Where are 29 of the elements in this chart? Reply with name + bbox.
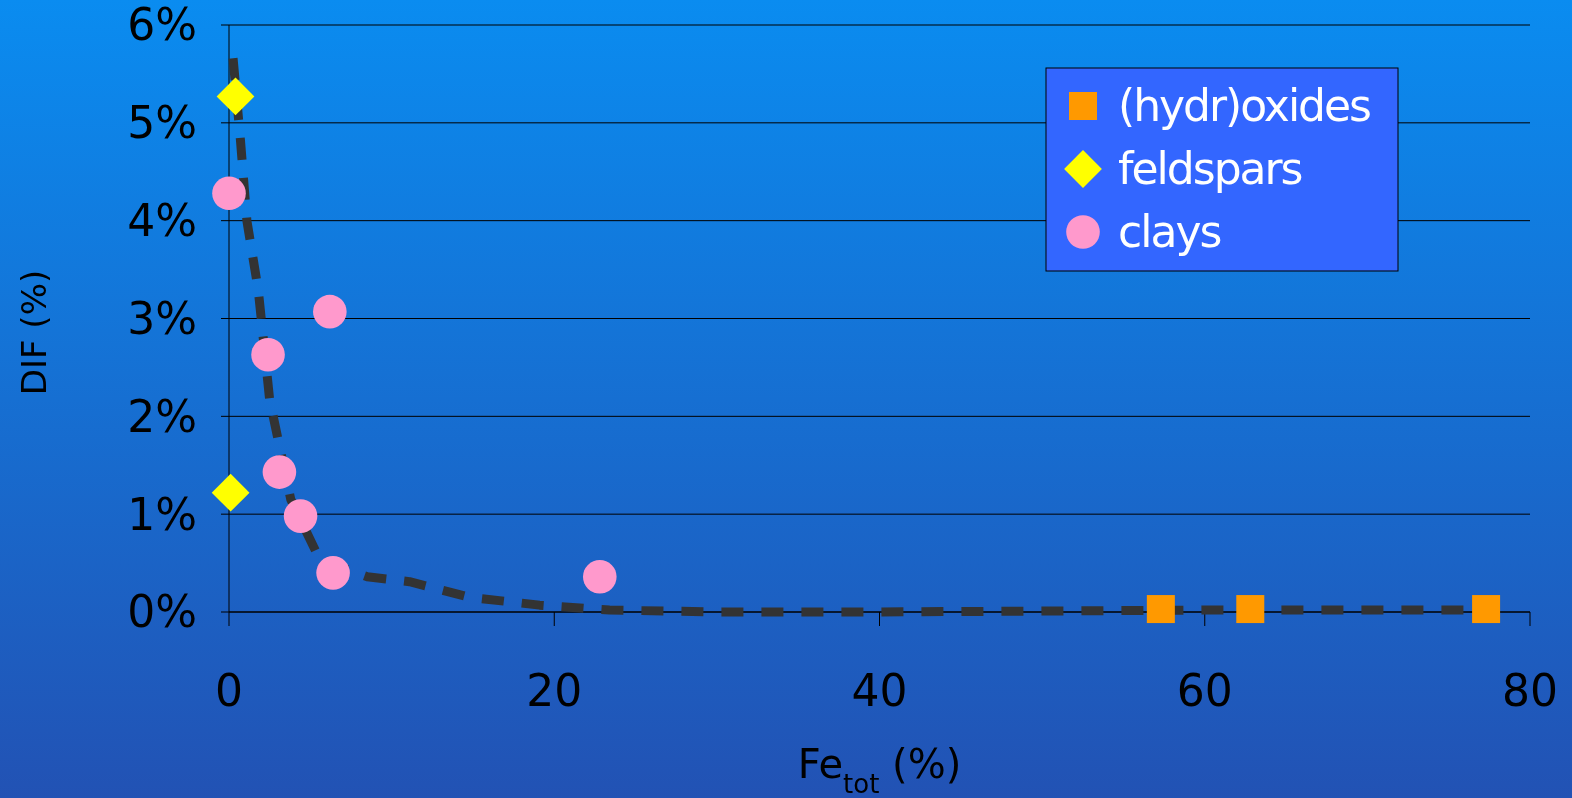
y-axis-title: DIF (%) bbox=[14, 269, 54, 396]
point bbox=[313, 294, 347, 329]
y-tick-label: 5% bbox=[127, 97, 197, 149]
point bbox=[1236, 595, 1265, 624]
point bbox=[262, 455, 297, 489]
point bbox=[316, 556, 350, 590]
point bbox=[1472, 595, 1501, 624]
y-tick-label: 0% bbox=[127, 586, 197, 638]
x-tick-label: 40 bbox=[851, 665, 908, 716]
x-tick-label: 80 bbox=[1502, 665, 1558, 716]
legend-label: feldspars bbox=[1118, 143, 1302, 195]
point bbox=[212, 176, 246, 211]
point bbox=[211, 473, 250, 512]
legend-label: (hydr)oxides bbox=[1118, 80, 1371, 132]
x-tick-label: 0 bbox=[215, 665, 243, 716]
y-tick-label: 1% bbox=[127, 488, 197, 540]
point bbox=[216, 77, 255, 116]
x-axis-title: Fe$_{tot}$ (%) bbox=[797, 741, 962, 798]
y-tick-label: 3% bbox=[127, 292, 197, 344]
y-tick-label: 6% bbox=[127, 0, 197, 51]
point bbox=[283, 499, 318, 533]
point bbox=[251, 337, 285, 372]
point bbox=[582, 559, 617, 594]
x-tick-label: 60 bbox=[1176, 665, 1233, 716]
legend-label: clays bbox=[1118, 206, 1221, 258]
y-tick-label: 4% bbox=[127, 195, 197, 247]
point bbox=[1146, 595, 1175, 624]
y-tick-label: 2% bbox=[127, 390, 197, 442]
x-tick-label: 20 bbox=[526, 665, 583, 716]
